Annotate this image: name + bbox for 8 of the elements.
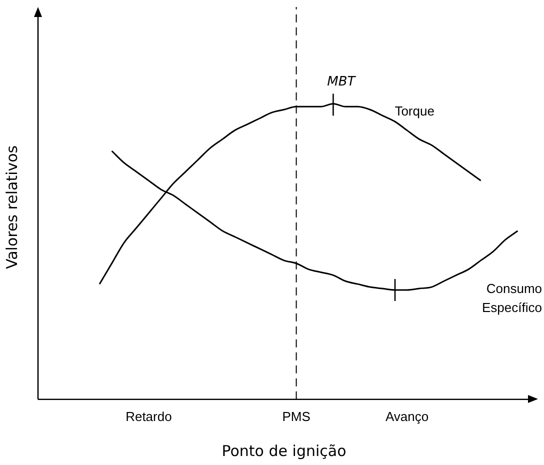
x-axis-title: Ponto de ignição <box>222 442 346 460</box>
series-label: Torque <box>394 103 434 118</box>
y-axis-title: Valores relativos <box>2 145 21 270</box>
text: MBT <box>327 74 356 90</box>
series-label: Consumo Específico <box>482 280 542 315</box>
x-tick-label: Avanço <box>385 408 429 424</box>
x-tick-label: PMS <box>282 408 311 424</box>
x-tick-label: Retardo <box>126 408 172 424</box>
